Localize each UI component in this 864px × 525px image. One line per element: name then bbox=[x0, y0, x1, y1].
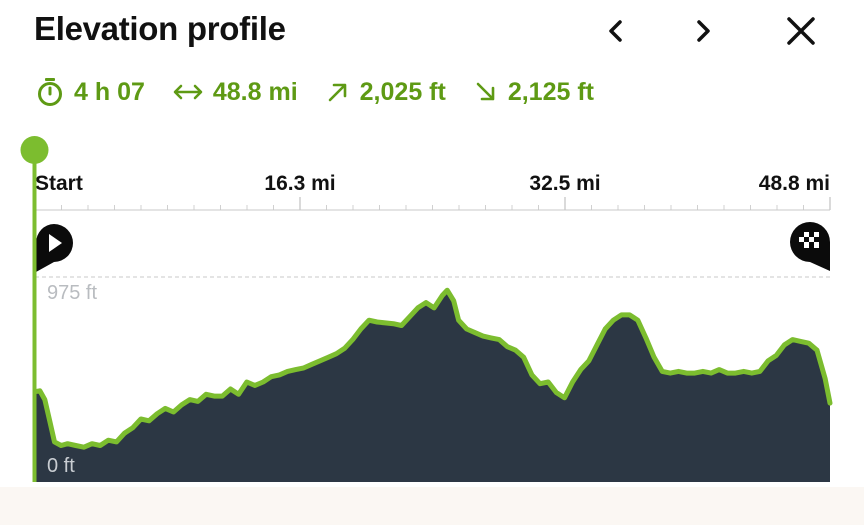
next-button[interactable] bbox=[686, 14, 720, 48]
close-icon bbox=[787, 17, 815, 45]
header: Elevation profile bbox=[34, 8, 834, 52]
distance-value: 48.8 mi bbox=[212, 77, 298, 106]
x-axis-minor-ticks bbox=[34, 197, 831, 210]
x-tick-label: 32.5 mi bbox=[529, 172, 600, 195]
finish-flag-marker-icon[interactable] bbox=[790, 222, 830, 271]
position-cursor-line bbox=[32, 150, 37, 482]
bottom-sheet-area bbox=[0, 487, 864, 525]
play-marker-icon[interactable] bbox=[36, 224, 73, 272]
elevation-area bbox=[35, 290, 830, 482]
ascent-value: 2,025 ft bbox=[359, 77, 446, 106]
arrow-up-right-icon bbox=[328, 83, 346, 102]
ascent-stat: 2,025 ft bbox=[326, 78, 446, 107]
position-cursor-handle[interactable] bbox=[20, 136, 49, 164]
distance-stat: 48.8 mi bbox=[173, 78, 298, 107]
elevation-line bbox=[32, 287, 833, 450]
stopwatch-icon bbox=[38, 78, 62, 106]
page-title: Elevation profile bbox=[34, 10, 286, 47]
duration-value: 4 h 07 bbox=[74, 77, 145, 106]
previous-button[interactable] bbox=[600, 14, 634, 48]
arrow-down-right-icon bbox=[476, 82, 495, 101]
x-tick-label: 16.3 mi bbox=[264, 172, 335, 195]
descent-stat: 2,125 ft bbox=[474, 78, 594, 107]
y-tick-label-bottom: 0 ft bbox=[47, 455, 75, 477]
route-stats: 4 h 07 48.8 mi 2,025 ft 2,125 ft bbox=[36, 74, 622, 110]
elevation-chart[interactable]: Start 16.3 mi 32.5 mi 48.8 mi 975 ft 0 ft bbox=[0, 132, 864, 482]
chevron-left-icon bbox=[609, 20, 622, 42]
close-button[interactable] bbox=[784, 14, 818, 48]
x-tick-label: 48.8 mi bbox=[759, 172, 830, 195]
x-axis-labels: Start 16.3 mi 32.5 mi 48.8 mi bbox=[35, 172, 830, 195]
horizontal-double-arrow-icon bbox=[173, 84, 203, 100]
chevron-right-icon bbox=[697, 20, 710, 42]
y-tick-label-top: 975 ft bbox=[47, 282, 97, 304]
duration-stat: 4 h 07 bbox=[36, 77, 145, 107]
x-tick-label: Start bbox=[35, 172, 83, 195]
descent-value: 2,125 ft bbox=[507, 77, 594, 106]
